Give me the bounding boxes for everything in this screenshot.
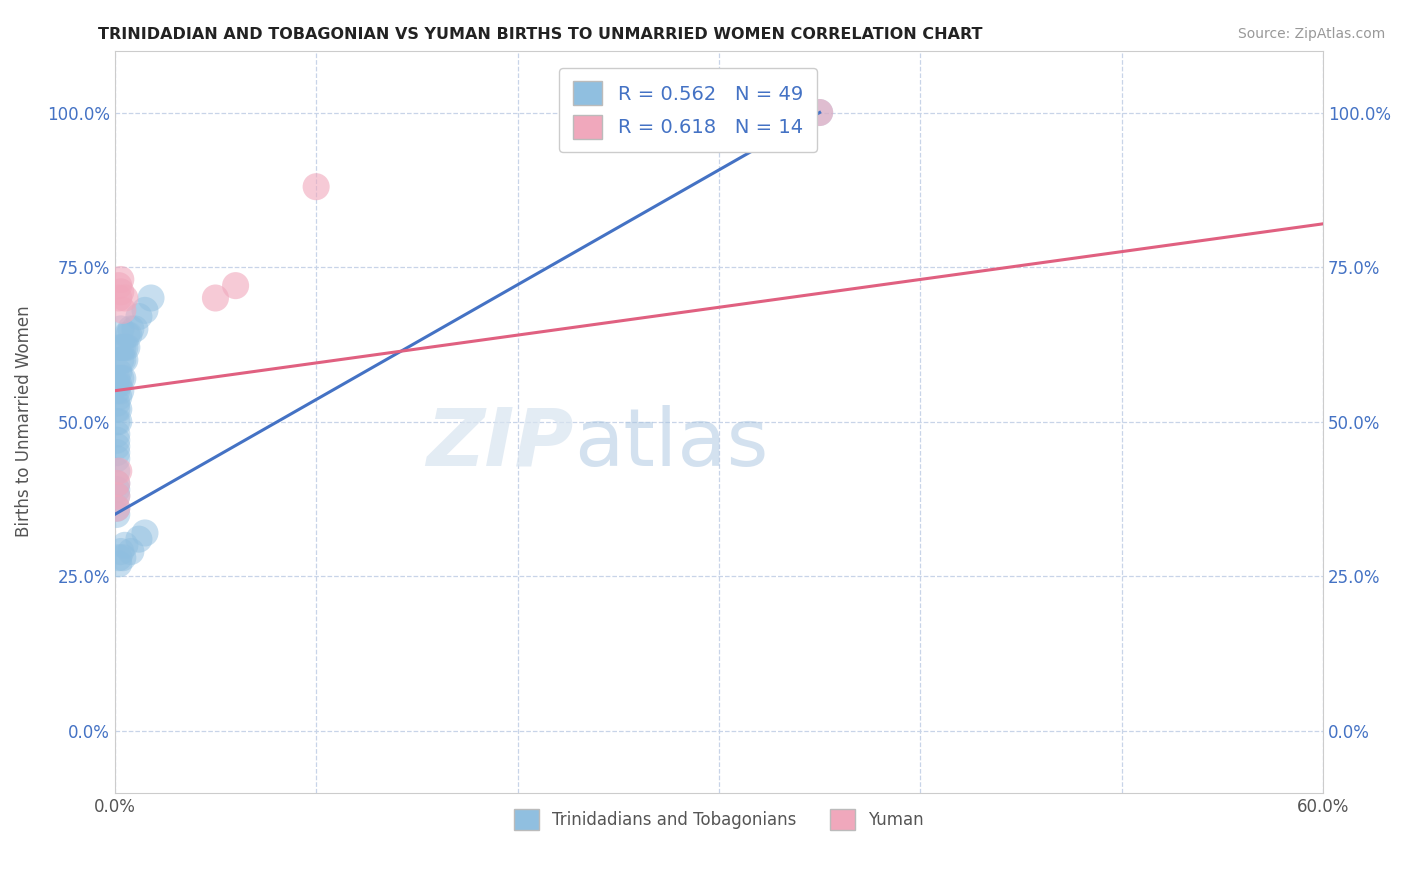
Text: TRINIDADIAN AND TOBAGONIAN VS YUMAN BIRTHS TO UNMARRIED WOMEN CORRELATION CHART: TRINIDADIAN AND TOBAGONIAN VS YUMAN BIRT… (98, 27, 983, 42)
Point (107, 278, 129, 293)
Point (118, 328, 141, 343)
Point (110, 544, 132, 558)
Point (105, 396, 128, 410)
Point (105, 501, 128, 516)
Point (808, 105, 831, 120)
Point (110, 384, 132, 398)
Point (107, 390, 129, 404)
Point (105, 415, 128, 429)
Point (110, 371, 132, 385)
Point (225, 278, 247, 293)
Point (107, 550, 129, 565)
Point (114, 538, 136, 552)
Point (105, 402, 128, 417)
Point (105, 427, 128, 442)
Point (107, 415, 129, 429)
Point (204, 291, 226, 305)
Point (114, 341, 136, 355)
Point (134, 303, 156, 318)
Text: Source: ZipAtlas.com: Source: ZipAtlas.com (1237, 27, 1385, 41)
Point (105, 371, 128, 385)
Point (114, 291, 136, 305)
Point (105, 483, 128, 497)
Point (111, 371, 134, 385)
Point (105, 489, 128, 503)
Text: ZIP: ZIP (426, 405, 574, 483)
Point (128, 310, 150, 324)
Point (115, 328, 138, 343)
Point (115, 341, 138, 355)
Point (808, 105, 831, 120)
Point (111, 352, 134, 367)
Point (105, 501, 128, 516)
Point (105, 508, 128, 522)
Point (105, 489, 128, 503)
Point (105, 451, 128, 466)
Point (105, 384, 128, 398)
Point (105, 476, 128, 491)
Point (105, 445, 128, 459)
Point (105, 377, 128, 392)
Point (124, 322, 146, 336)
Point (107, 377, 129, 392)
Point (105, 464, 128, 478)
Point (107, 402, 129, 417)
Point (111, 550, 134, 565)
Point (107, 365, 129, 379)
Text: atlas: atlas (574, 405, 768, 483)
Point (105, 476, 128, 491)
Point (105, 439, 128, 453)
Point (111, 303, 134, 318)
Point (305, 179, 328, 194)
Point (120, 544, 142, 558)
Point (110, 352, 132, 367)
Point (110, 272, 132, 286)
Point (128, 532, 150, 546)
Point (111, 341, 134, 355)
Legend: Trinidadians and Tobagonians, Yuman: Trinidadians and Tobagonians, Yuman (508, 803, 931, 837)
Point (114, 352, 136, 367)
Point (120, 322, 142, 336)
Point (110, 285, 132, 299)
Point (134, 525, 156, 540)
Point (110, 322, 132, 336)
Point (105, 434, 128, 448)
Point (110, 341, 132, 355)
Point (139, 291, 162, 305)
Y-axis label: Births to Unmarried Women: Births to Unmarried Women (15, 306, 32, 538)
Point (107, 557, 129, 571)
Point (107, 464, 129, 478)
Point (107, 291, 129, 305)
